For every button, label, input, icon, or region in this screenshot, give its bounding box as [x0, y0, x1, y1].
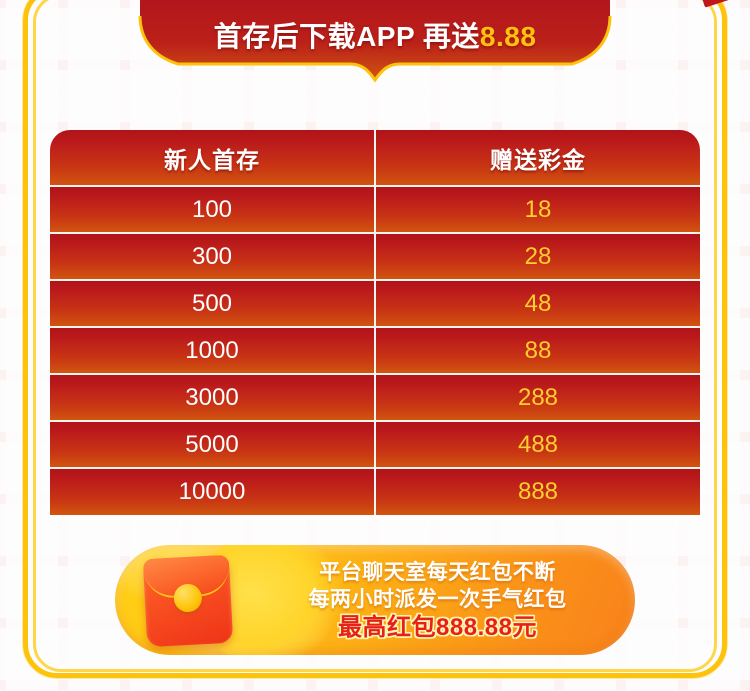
table-row: 3000 288	[50, 374, 700, 422]
table-row: 10000 888	[50, 468, 700, 515]
promo-text-block: 平台聊天室每天红包不断 每两小时派发一次手气红包 最高红包888.88元	[250, 559, 625, 643]
cell-bonus: 288	[375, 374, 700, 422]
cell-deposit: 500	[50, 280, 376, 328]
table-row: 5000 488	[50, 421, 700, 469]
table-row: 100 18	[50, 186, 700, 234]
red-envelope-icon	[142, 554, 234, 648]
top-ribbon-banner: 首存后下载APP 再送8.88	[0, 0, 750, 90]
promo-line-2: 每两小时派发一次手气红包	[308, 588, 567, 611]
banner-title-amount: 8.88	[479, 21, 537, 52]
red-envelope-knob-icon	[173, 583, 203, 613]
table-header-row: 新人首存 赠送彩金	[50, 130, 700, 187]
cell-bonus: 888	[375, 468, 700, 515]
bonus-table: 新人首存 赠送彩金 100 18 300 28 500 48 1000 88 3	[50, 130, 700, 515]
promo-line-1: 平台聊天室每天红包不断	[319, 561, 556, 584]
cell-bonus: 88	[375, 327, 700, 375]
cell-bonus: 18	[375, 186, 700, 234]
banner-title: 首存后下载APP 再送8.88	[0, 15, 750, 55]
cell-deposit: 10000	[50, 468, 376, 515]
banner-title-text: 首存后下载APP 再送	[213, 21, 480, 52]
cell-bonus: 28	[375, 233, 700, 281]
cell-deposit: 3000	[50, 374, 376, 422]
table-row: 1000 88	[50, 327, 700, 375]
cell-deposit: 100	[50, 186, 376, 234]
ribbon-shape-icon	[138, 0, 612, 83]
cell-bonus: 48	[375, 280, 700, 328]
table-header-bonus: 赠送彩金	[375, 130, 700, 187]
cell-deposit: 1000	[50, 327, 376, 375]
promo-banner: 平台聊天室每天红包不断 每两小时派发一次手气红包 最高红包888.88元	[115, 545, 635, 655]
cell-deposit: 300	[50, 233, 376, 281]
cell-deposit: 5000	[50, 421, 376, 469]
table-header-deposit: 新人首存	[50, 130, 376, 187]
cell-bonus: 488	[375, 421, 700, 469]
table-row: 500 48	[50, 280, 700, 328]
table-row: 300 28	[50, 233, 700, 281]
promo-line-3: 最高红包888.88元	[338, 614, 537, 641]
